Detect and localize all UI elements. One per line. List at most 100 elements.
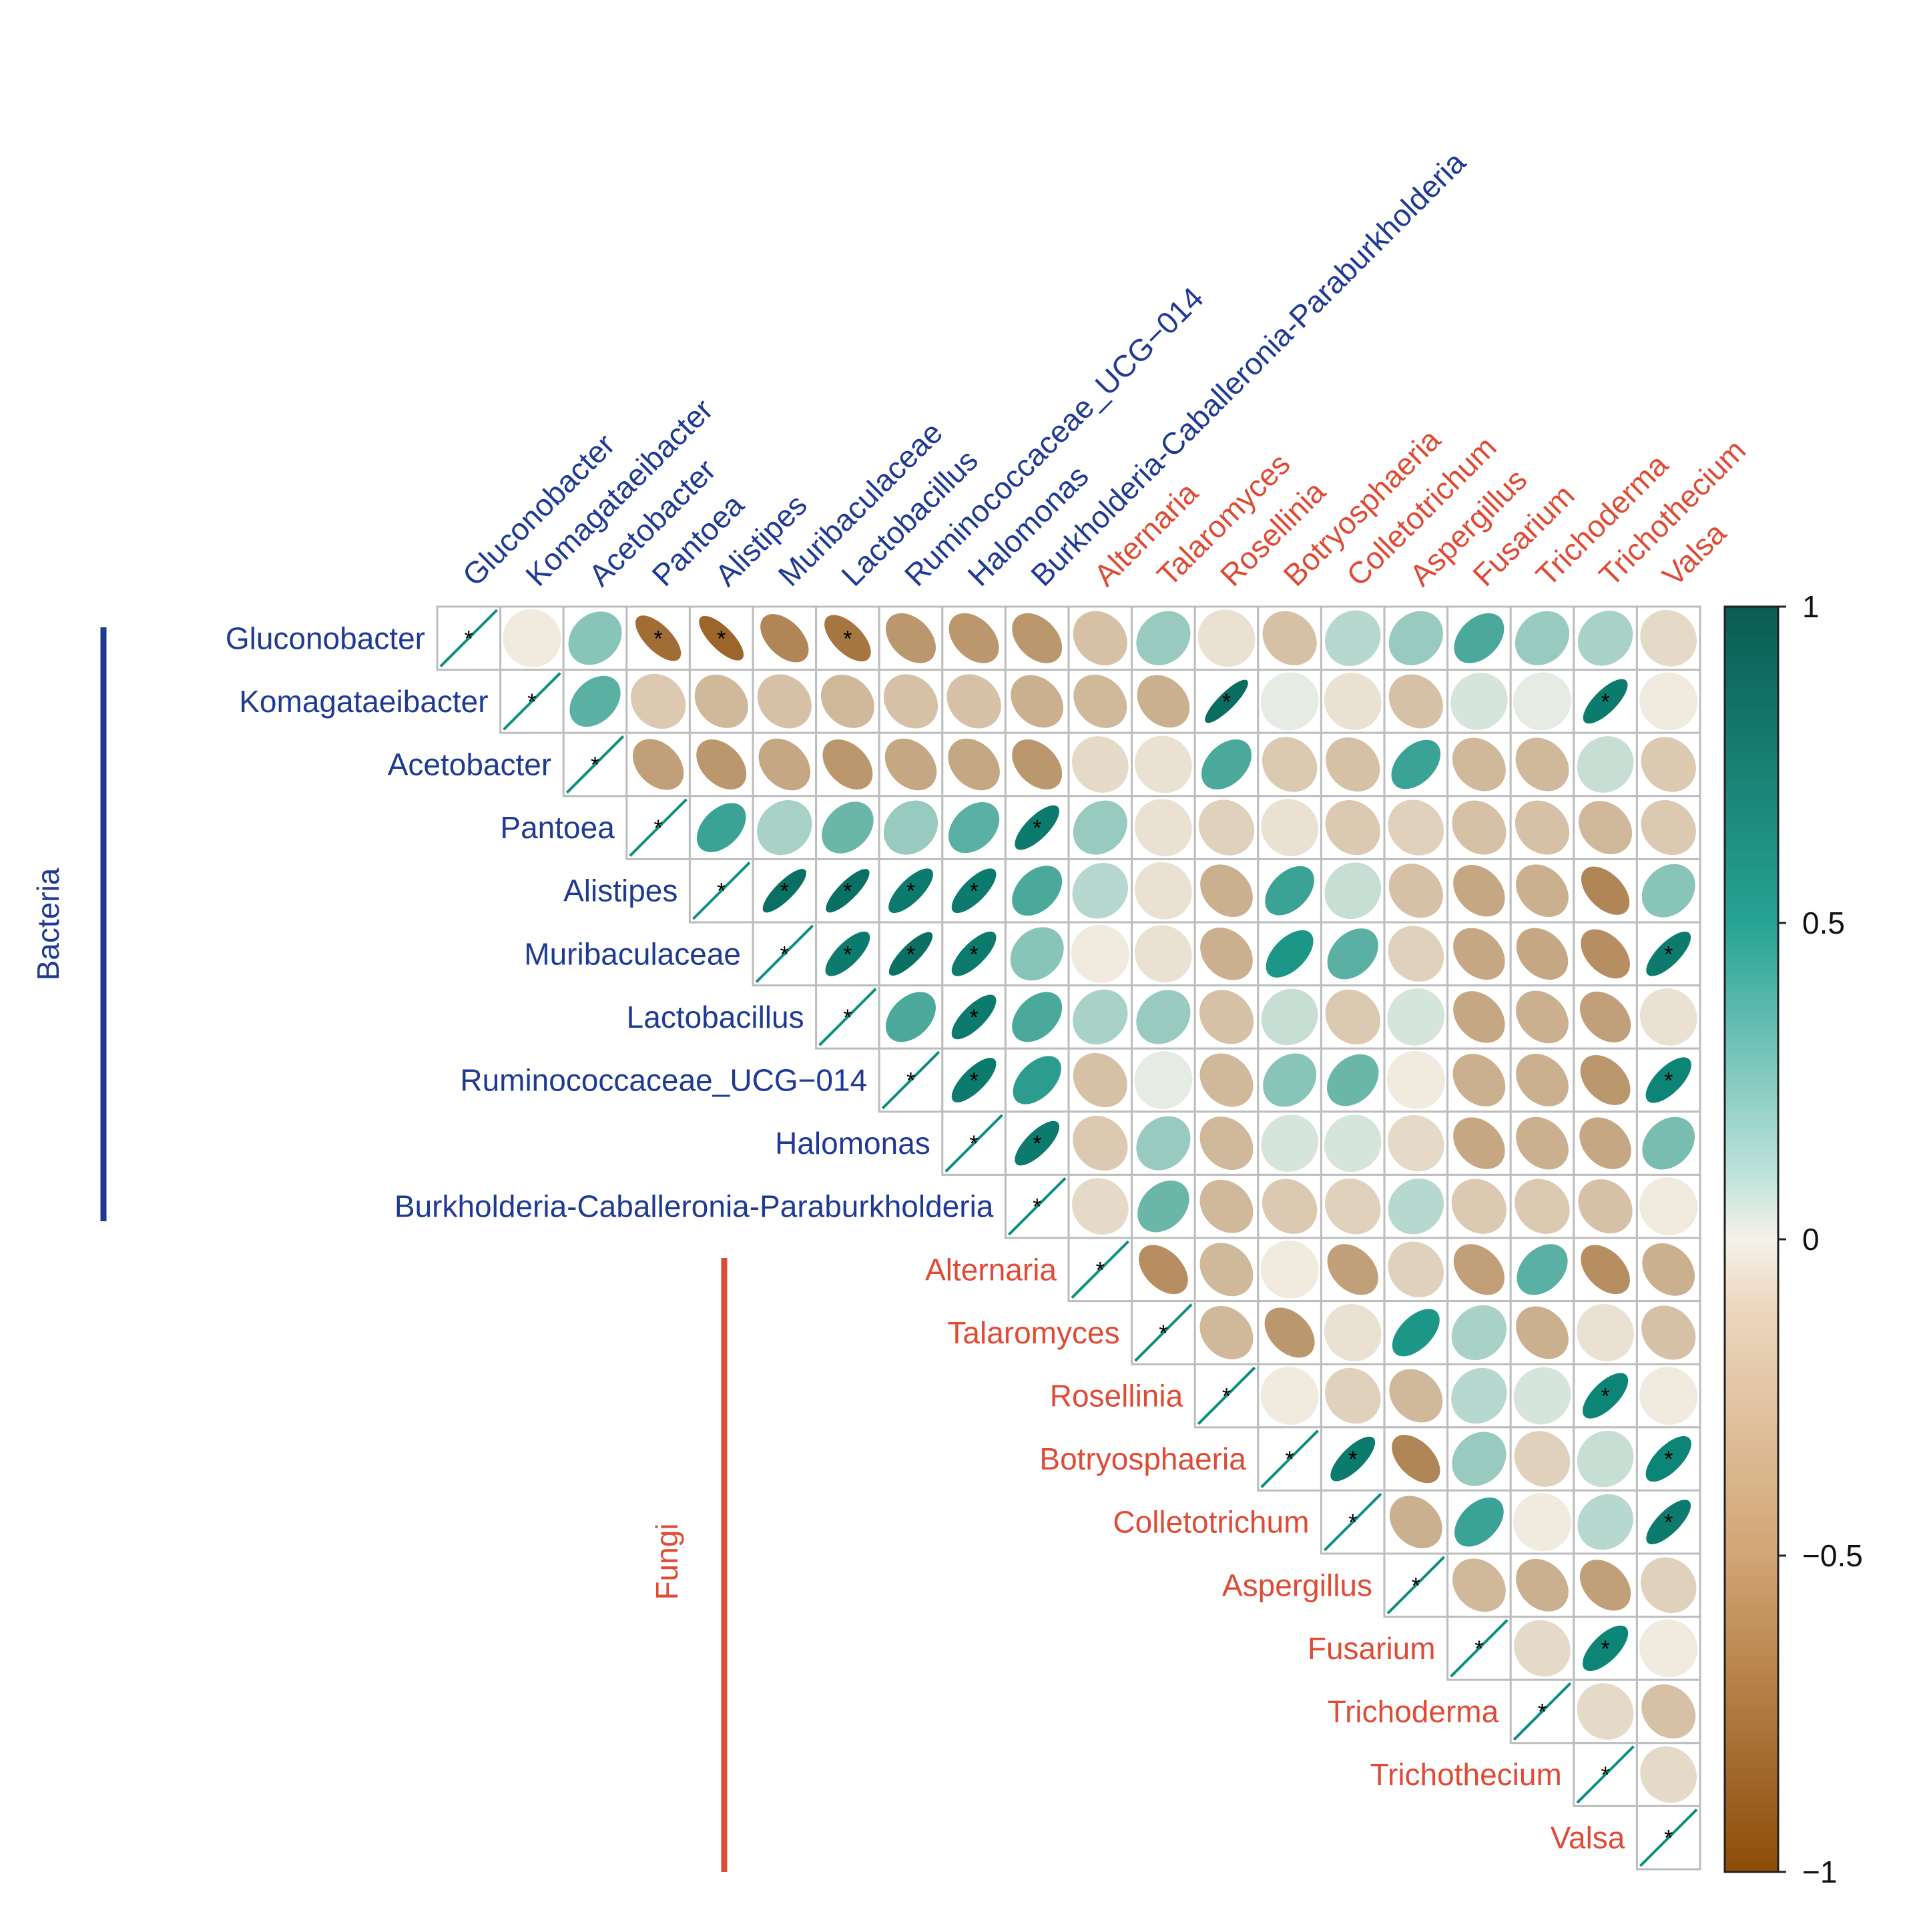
row-label: Valsa xyxy=(1551,1821,1625,1855)
cell-3-16 xyxy=(1446,795,1512,860)
cell-14-16 xyxy=(1446,1489,1512,1555)
correlation-ellipse xyxy=(1261,799,1318,856)
correlation-ellipse xyxy=(762,869,806,913)
cell-8-15 xyxy=(1383,1110,1449,1176)
row-label: Trichoderma xyxy=(1328,1694,1499,1729)
correlation-ellipse xyxy=(632,739,684,790)
correlation-ellipse xyxy=(1577,736,1634,793)
cell-13-18 xyxy=(1573,1426,1638,1492)
significance-star: * xyxy=(906,1068,915,1094)
correlation-ellipse xyxy=(1015,805,1060,850)
diagonal-line xyxy=(1197,1366,1256,1425)
significance-star: * xyxy=(780,879,789,904)
correlation-ellipse xyxy=(1646,931,1691,976)
diagonal-line xyxy=(1071,1240,1130,1299)
cell-4-9 xyxy=(1004,858,1070,924)
cell-7-18 xyxy=(1573,1047,1638,1113)
cell-11-18 xyxy=(1573,1300,1638,1365)
cell-0-17 xyxy=(1509,605,1575,671)
cell-2-12 xyxy=(1193,731,1260,797)
cell-4-5: * xyxy=(752,858,818,924)
correlation-ellipse xyxy=(1012,992,1063,1042)
correlation-ellipse xyxy=(1581,866,1630,915)
cell-4-7: * xyxy=(878,858,944,924)
correlation-ellipse xyxy=(699,615,744,661)
cell-3-17 xyxy=(1509,795,1575,860)
cell-2-13 xyxy=(1257,731,1322,797)
correlation-ellipse xyxy=(1073,989,1128,1045)
cell-9-15 xyxy=(1383,1173,1449,1239)
cell-8-13 xyxy=(1257,1110,1322,1176)
significance-star: * xyxy=(1474,1636,1483,1662)
significance-star: * xyxy=(906,879,915,904)
significance-star: * xyxy=(1538,1700,1547,1725)
correlation-ellipse xyxy=(1389,1369,1443,1423)
significance-star: * xyxy=(465,626,473,651)
row-label: Halomonas xyxy=(775,1126,930,1161)
correlation-ellipse xyxy=(1197,609,1256,667)
correlation-ellipse xyxy=(1199,1305,1254,1359)
diagonal-line xyxy=(692,861,751,920)
correlation-ellipse xyxy=(1641,1305,1696,1360)
correlation-ellipse xyxy=(1387,988,1445,1046)
correlation-ellipse xyxy=(1137,675,1190,728)
cell-9-19 xyxy=(1635,1173,1701,1239)
correlation-ellipse xyxy=(1516,928,1569,980)
correlation-ellipse xyxy=(1135,799,1192,856)
cell-10-11 xyxy=(1131,1237,1196,1303)
significance-star: * xyxy=(969,1131,978,1157)
correlation-ellipse xyxy=(1136,611,1191,665)
correlation-ellipse xyxy=(1324,862,1382,920)
correlation-ellipse xyxy=(1260,672,1319,731)
cell-4-18 xyxy=(1573,858,1638,924)
correlation-ellipse xyxy=(1577,1430,1634,1488)
cell-3-5 xyxy=(752,795,818,860)
cell-6-17 xyxy=(1509,984,1575,1050)
correlation-ellipse xyxy=(1388,1241,1444,1298)
correlation-ellipse xyxy=(1327,928,1378,980)
correlation-ellipse xyxy=(630,673,686,729)
cell-6-18 xyxy=(1573,984,1638,1050)
correlation-ellipse xyxy=(1325,989,1380,1045)
cell-4-16 xyxy=(1446,858,1512,924)
significance-star: * xyxy=(1601,1636,1609,1662)
significance-star: * xyxy=(1664,1510,1673,1536)
correlation-ellipse xyxy=(1013,1056,1061,1104)
significance-star: * xyxy=(1033,816,1041,841)
cell-2-5 xyxy=(752,731,818,797)
cell-3-14 xyxy=(1320,795,1386,860)
cell-2-4 xyxy=(688,731,754,797)
correlation-ellipse xyxy=(1577,611,1633,666)
correlation-ellipse xyxy=(951,994,997,1040)
significance-star: * xyxy=(969,1068,978,1094)
correlation-ellipse xyxy=(1579,1560,1631,1611)
diagonal-line xyxy=(818,988,877,1046)
cell-5-15 xyxy=(1383,921,1449,987)
diagonal-line xyxy=(439,609,499,668)
cell-11-15 xyxy=(1383,1300,1449,1365)
cell-4-19 xyxy=(1635,858,1701,924)
cell-0-14 xyxy=(1320,605,1386,671)
correlation-ellipse xyxy=(1579,991,1631,1043)
cell-1-13 xyxy=(1257,669,1322,734)
correlation-ellipse xyxy=(1639,1177,1698,1236)
cell-3-9: * xyxy=(1004,795,1070,860)
cell-1-16 xyxy=(1446,669,1512,734)
correlation-ellipse xyxy=(1577,1494,1633,1550)
cell-7-7: * xyxy=(878,1047,944,1113)
cell-7-17 xyxy=(1509,1047,1575,1113)
correlation-ellipse xyxy=(1324,1367,1381,1424)
cell-1-3 xyxy=(625,669,691,734)
correlation-ellipse xyxy=(1135,862,1192,920)
correlation-ellipse xyxy=(1452,800,1507,855)
cell-8-16 xyxy=(1446,1110,1512,1176)
cell-13-16 xyxy=(1446,1426,1512,1492)
significance-star: * xyxy=(1348,1447,1357,1472)
group-brackets xyxy=(100,627,728,1872)
diagonal-line xyxy=(1386,1556,1446,1615)
correlation-ellipse xyxy=(1262,611,1317,665)
cell-18-18: * xyxy=(1573,1742,1638,1807)
cell-2-11 xyxy=(1131,731,1196,797)
cell-1-12: * xyxy=(1193,669,1260,734)
correlation-ellipse xyxy=(635,615,681,661)
